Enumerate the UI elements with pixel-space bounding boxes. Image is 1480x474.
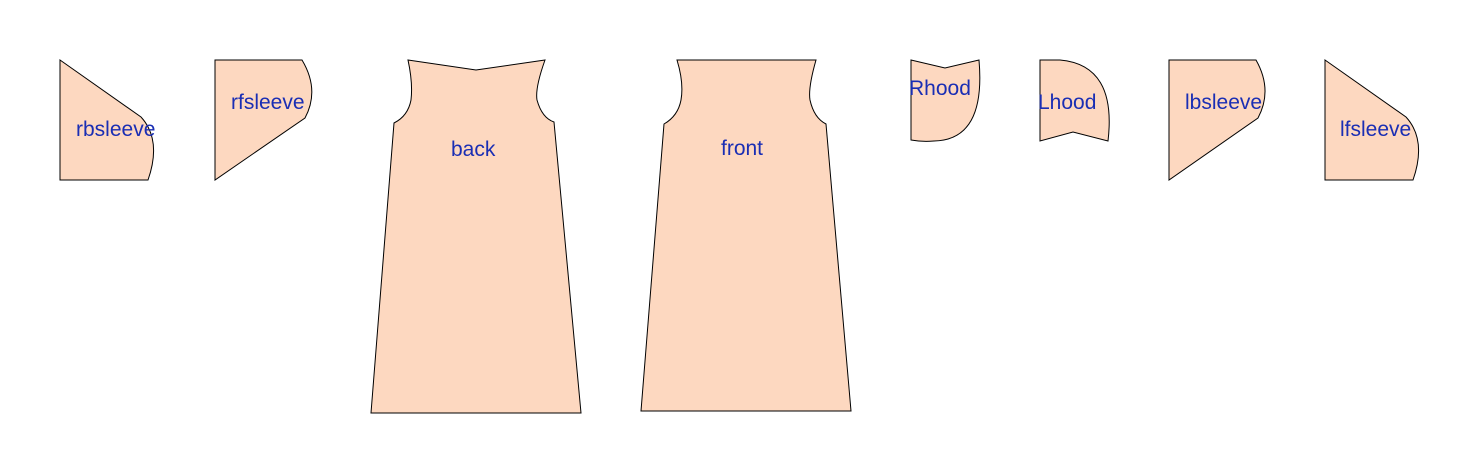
piece-rbsleeve-label: rbsleeve	[76, 118, 155, 141]
piece-lbsleeve: lbsleeve	[1168, 59, 1266, 181]
piece-rbsleeve: rbsleeve	[59, 59, 155, 181]
piece-back: back	[370, 59, 582, 414]
piece-lbsleeve-shape	[1168, 59, 1266, 181]
piece-rhood: Rhood	[909, 59, 981, 142]
piece-back-shape	[370, 59, 582, 414]
piece-rhood-label: Rhood	[909, 77, 971, 100]
piece-lfsleeve-label: lfsleeve	[1340, 118, 1411, 141]
piece-rfsleeve-shape	[214, 59, 313, 181]
piece-rhood-shape	[910, 59, 981, 142]
piece-back-label: back	[451, 138, 496, 161]
piece-lhood: Lhood	[1038, 59, 1110, 142]
piece-lhood-label: Lhood	[1038, 91, 1096, 114]
piece-lfsleeve: lfsleeve	[1324, 59, 1420, 181]
piece-lfsleeve-shape	[1324, 59, 1420, 181]
piece-rbsleeve-shape	[59, 59, 155, 181]
piece-front-shape	[640, 59, 852, 412]
piece-lhood-shape	[1039, 59, 1110, 142]
piece-lbsleeve-label: lbsleeve	[1185, 91, 1262, 114]
piece-rfsleeve-label: rfsleeve	[231, 91, 305, 114]
piece-front: front	[640, 59, 852, 412]
piece-rfsleeve: rfsleeve	[214, 59, 313, 181]
piece-front-label: front	[721, 137, 763, 160]
